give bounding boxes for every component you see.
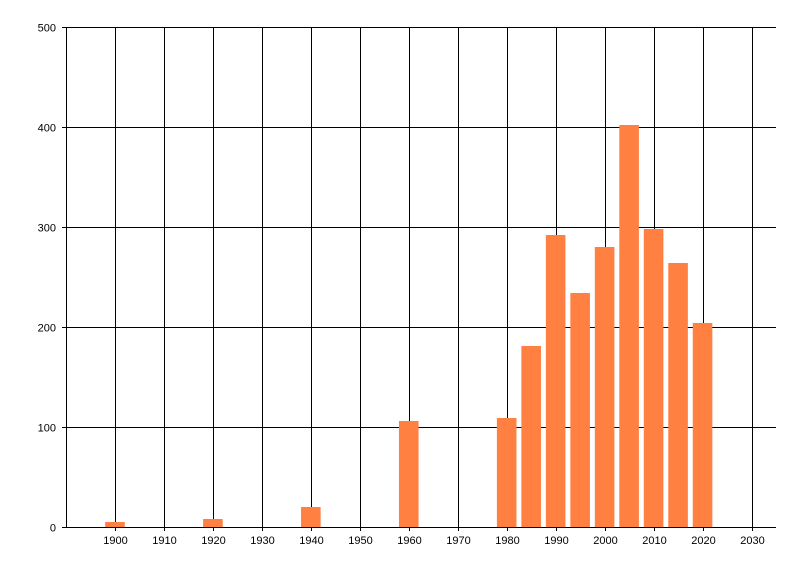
- x-tick-label: 1970: [446, 535, 470, 547]
- x-tick-label: 1990: [544, 535, 568, 547]
- bar-2000: [594, 247, 615, 527]
- bar-1940: [301, 507, 321, 527]
- bar-1920: [203, 519, 223, 527]
- x-tick-label: 1950: [348, 535, 372, 547]
- bar-1960: [398, 421, 419, 527]
- bar-1985: [521, 346, 541, 527]
- y-tick-labels: 0 100 200 300 400 500: [38, 23, 56, 535]
- y-tick-label: 0: [50, 523, 56, 535]
- bar-2020: [692, 323, 713, 527]
- x-tick-label: 1930: [250, 535, 274, 547]
- x-tick-label: 2020: [691, 535, 715, 547]
- bar-1990: [545, 235, 566, 527]
- axes: [66, 27, 776, 528]
- x-tick-labels: 1900 1910 1920 1930 1940 1950 1960 1970 1980 1990…: [103, 535, 764, 547]
- x-tick-label: 2030: [740, 535, 764, 547]
- y-tick-label: 400: [38, 123, 56, 135]
- y-tick-label: 500: [38, 23, 56, 35]
- x-tick-label: 2000: [593, 535, 617, 547]
- bar-1900: [105, 522, 125, 527]
- x-tick-label: 1900: [103, 535, 127, 547]
- x-tick-label: 2010: [642, 535, 666, 547]
- bar-2010: [643, 229, 664, 527]
- y-tick-label: 200: [38, 323, 56, 335]
- y-tick-label: 300: [38, 223, 56, 235]
- x-tick-label: 1920: [201, 535, 225, 547]
- x-tick-label: 1980: [495, 535, 519, 547]
- x-tick-label: 1960: [397, 535, 421, 547]
- bar-1980: [496, 418, 517, 527]
- bars: [105, 125, 713, 527]
- x-tick-label: 1910: [152, 535, 176, 547]
- y-tick-label: 100: [38, 423, 56, 435]
- bar-1995: [570, 293, 590, 527]
- bar-2015: [668, 263, 688, 527]
- bar-2005: [619, 125, 639, 527]
- x-tick-label: 1940: [299, 535, 323, 547]
